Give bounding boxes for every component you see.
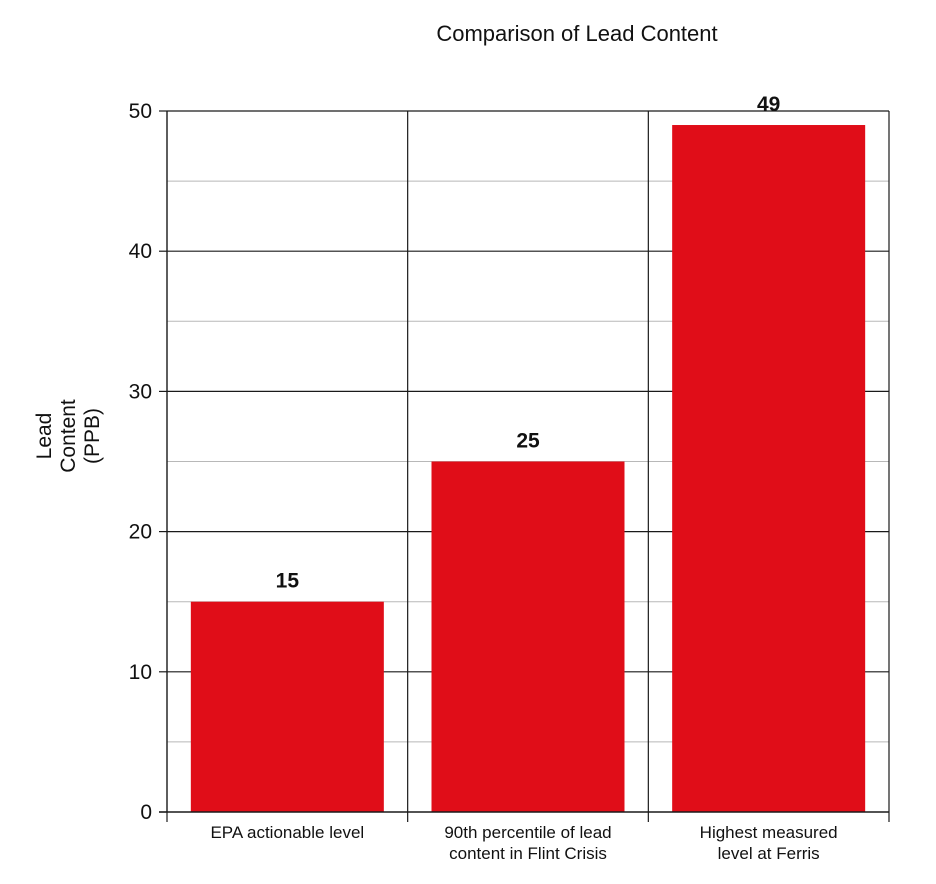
y-tick-label: 0	[140, 801, 152, 824]
x-tick-label: EPA actionable level	[210, 823, 364, 842]
x-axis-ticks: EPA actionable level 90th percentile of l…	[210, 823, 837, 863]
y-tick-label: 10	[129, 661, 152, 684]
x-tick-label-line: level at Ferris	[718, 844, 820, 863]
bar	[190, 601, 384, 812]
plot-frame	[159, 111, 890, 822]
data-label: 25	[516, 430, 540, 453]
x-tick-label-line: 90th percentile of lead	[444, 823, 611, 842]
x-tick-label-line: content in Flint Crisis	[449, 844, 607, 863]
y-axis-ticks: 0 10 20 30 40 50	[129, 100, 167, 824]
y-axis-label-line: (PPB)	[81, 408, 104, 464]
y-axis-label: LeadContent(PPB)	[33, 399, 104, 473]
y-tick-label: 50	[129, 100, 152, 123]
data-label: 49	[757, 93, 780, 116]
bar	[672, 125, 866, 812]
data-label: 15	[276, 570, 300, 593]
data-labels: 15 25 49	[276, 93, 781, 593]
chart-title: Comparison of Lead Content	[436, 21, 717, 46]
x-tick-label: 90th percentile of lead content in Flint …	[444, 823, 611, 863]
y-tick-label: 20	[129, 521, 152, 544]
bars	[190, 125, 866, 812]
y-tick-label: 30	[129, 380, 152, 403]
y-tick-label: 40	[129, 240, 152, 263]
x-tick-label-line: Highest measured	[700, 823, 838, 842]
y-axis-label-line: Content	[57, 399, 80, 473]
y-axis-label-line: Lead	[33, 413, 56, 460]
x-tick-label-line: EPA actionable level	[210, 823, 364, 842]
x-tick-label: Highest measured level at Ferris	[700, 823, 838, 863]
bar	[431, 461, 625, 812]
